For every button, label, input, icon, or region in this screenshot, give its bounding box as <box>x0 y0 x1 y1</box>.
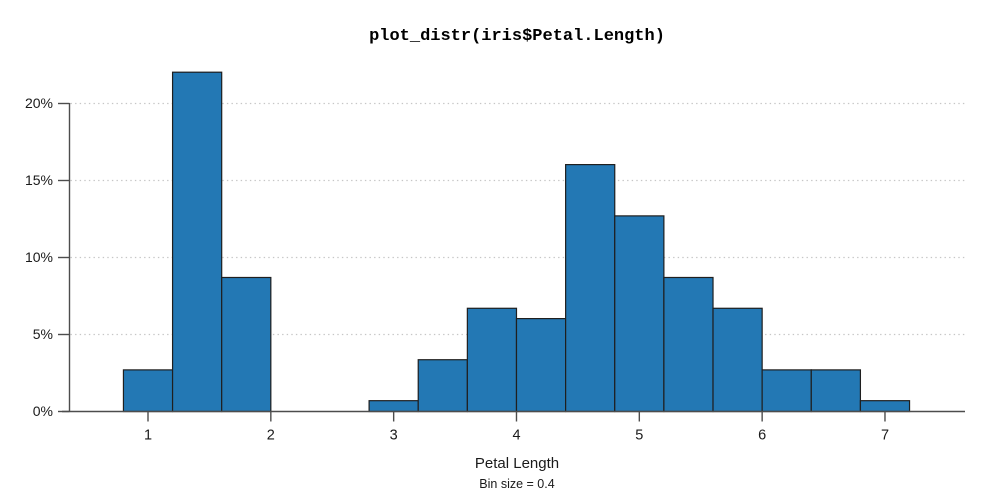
y-tick-label: 5% <box>33 326 53 342</box>
y-tick-label: 15% <box>25 172 53 188</box>
histogram-bar <box>565 164 616 413</box>
x-axis-label: Petal Length <box>474 455 560 472</box>
y-tick-label: 20% <box>25 95 53 111</box>
histogram-bar <box>221 276 272 413</box>
x-tick-label: 4 <box>512 428 520 444</box>
x-tick-label: 1 <box>144 428 152 444</box>
histogram-bar <box>859 400 911 413</box>
chart-title: plot_distr(iris$Petal.Length) <box>369 27 665 46</box>
bin-size-note: Bin size = 0.4 <box>479 477 555 491</box>
histogram-bar <box>810 369 862 413</box>
x-tick-label: 5 <box>635 428 643 444</box>
histogram-bar <box>122 369 174 413</box>
x-tick-label: 2 <box>267 428 275 444</box>
x-tick-label: 7 <box>881 428 889 444</box>
histogram-bar <box>761 369 812 413</box>
histogram-bar <box>417 359 468 413</box>
histogram-bar <box>368 400 419 413</box>
histogram-bar <box>171 71 223 413</box>
histogram-bar <box>663 276 714 413</box>
histogram-bar <box>515 318 567 413</box>
histogram-bar <box>466 307 518 413</box>
x-tick-label: 3 <box>390 428 398 444</box>
x-tick-label: 6 <box>758 428 766 444</box>
histogram-bar <box>712 307 763 413</box>
y-tick-label: 0% <box>33 403 53 419</box>
histogram-bar <box>614 215 665 413</box>
y-tick-label: 10% <box>25 249 53 265</box>
